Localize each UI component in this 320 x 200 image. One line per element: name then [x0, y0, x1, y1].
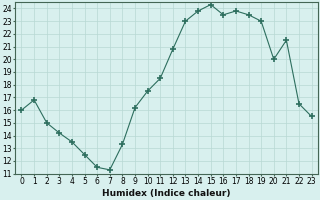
X-axis label: Humidex (Indice chaleur): Humidex (Indice chaleur): [102, 189, 231, 198]
